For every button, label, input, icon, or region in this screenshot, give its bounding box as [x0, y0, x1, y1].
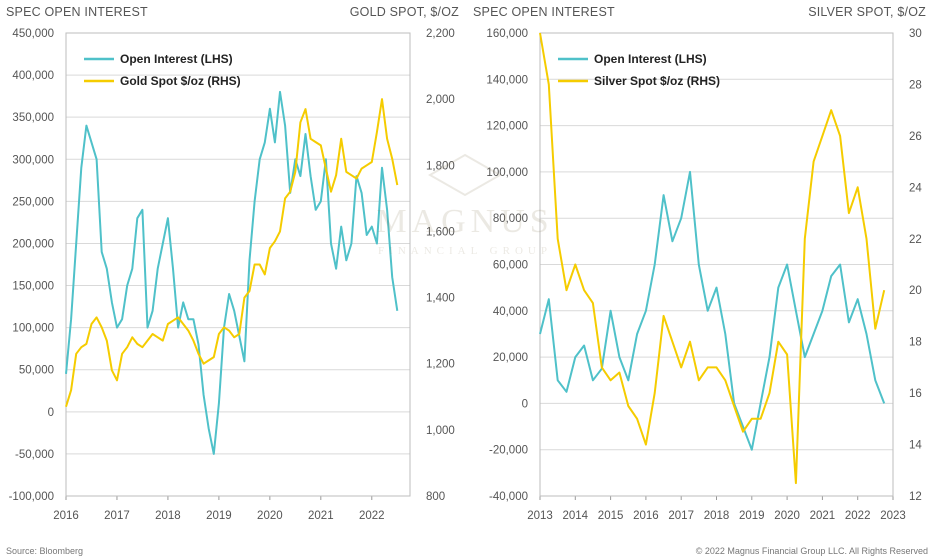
y-tick-label: 0 — [48, 407, 54, 419]
y2-tick-label: 1,200 — [426, 359, 455, 371]
y-tick-label: 250,000 — [12, 196, 54, 208]
right-axis-title: SILVER SPOT, $/OZ — [808, 5, 926, 19]
plot-frame — [65, 32, 411, 497]
x-tick-label: 2016 — [53, 510, 79, 522]
x-tick-label: 2013 — [527, 510, 553, 522]
y2-tick-label: 30 — [909, 28, 922, 40]
y-tick-label: 100,000 — [12, 323, 54, 335]
x-tick-label: 2022 — [845, 510, 871, 522]
y2-tick-label: 14 — [909, 440, 922, 452]
source-note: Source: Bloomberg — [6, 546, 84, 556]
legend-label: Open Interest (LHS) — [120, 52, 233, 66]
y-tick-label: 60,000 — [493, 260, 528, 272]
x-tick-label: 2018 — [704, 510, 730, 522]
y2-tick-label: 22 — [909, 234, 922, 246]
y-tick-label: 300,000 — [12, 154, 54, 166]
x-tick-label: 2018 — [155, 510, 181, 522]
silver-chart-svg: -40,000 -20,000 0 20,000 40,000 60,000 80,000 1… — [486, 28, 922, 522]
y-tick-label: 120,000 — [486, 121, 528, 133]
y2-tick-label: 20 — [909, 285, 922, 297]
y-tick-label: 40,000 — [493, 306, 528, 318]
y2-tick-label: 18 — [909, 337, 922, 349]
y-tick-label: 50,000 — [19, 365, 54, 377]
x-tick-label: 2017 — [668, 510, 694, 522]
left-axis-title: SPEC OPEN INTEREST — [473, 5, 615, 19]
legend-label: Open Interest (LHS) — [594, 52, 707, 66]
x-tick-label: 2017 — [104, 510, 130, 522]
x-tick-label: 2020 — [257, 510, 283, 522]
y-tick-label: 100,000 — [486, 167, 528, 179]
plot-frame — [539, 32, 894, 497]
y2-tick-label: 16 — [909, 388, 922, 400]
copyright-note: © 2022 Magnus Financial Group LLC. All R… — [695, 546, 928, 556]
spot-price-line — [65, 98, 399, 407]
spot-price-line — [539, 32, 886, 485]
x-tick-label: 2015 — [598, 510, 624, 522]
y2-tick-label: 2,000 — [426, 94, 455, 106]
silver-chart: SPEC OPEN INTEREST SILVER SPOT, $/OZ -40… — [467, 0, 934, 536]
y2-tick-label: 26 — [909, 131, 922, 143]
legend-label: Silver Spot $/oz (RHS) — [594, 74, 720, 88]
gold-chart-svg: -100,000 -50,000 0 50,000 100,000 150,000 200,… — [9, 28, 455, 522]
legend-label: Gold Spot $/oz (RHS) — [120, 74, 241, 88]
y-tick-label: 350,000 — [12, 112, 54, 124]
y2-tick-label: 12 — [909, 491, 922, 503]
y-tick-label: -20,000 — [489, 445, 528, 457]
y-tick-label: 20,000 — [493, 352, 528, 364]
y2-tick-label: 24 — [909, 182, 922, 194]
gold-chart: SPEC OPEN INTEREST GOLD SPOT, $/OZ -100,… — [0, 0, 467, 536]
y-tick-label: 140,000 — [486, 74, 528, 86]
y-tick-label: 400,000 — [12, 70, 54, 82]
x-tick-label: 2023 — [880, 510, 906, 522]
x-tick-label: 2014 — [563, 510, 589, 522]
x-tick-label: 2020 — [774, 510, 800, 522]
y-tick-label: 450,000 — [12, 28, 54, 40]
y2-tick-label: 28 — [909, 79, 922, 91]
y2-tick-label: 800 — [426, 491, 445, 503]
x-tick-label: 2021 — [308, 510, 334, 522]
y2-tick-label: 1,400 — [426, 293, 455, 305]
y-tick-label: 80,000 — [493, 213, 528, 225]
y2-tick-label: 2,200 — [426, 28, 455, 40]
y2-tick-label: 1,000 — [426, 425, 455, 437]
x-tick-label: 2021 — [810, 510, 836, 522]
y-tick-label: 200,000 — [12, 238, 54, 250]
open-interest-line — [539, 170, 886, 451]
open-interest-line — [65, 90, 399, 455]
x-tick-label: 2019 — [206, 510, 232, 522]
y-tick-label: 160,000 — [486, 28, 528, 40]
y-tick-label: 150,000 — [12, 281, 54, 293]
y-tick-label: -50,000 — [15, 449, 54, 461]
x-tick-label: 2022 — [359, 510, 385, 522]
y-tick-label: 0 — [522, 398, 528, 410]
left-axis-title: SPEC OPEN INTEREST — [6, 5, 148, 19]
y2-tick-label: 1,800 — [426, 160, 455, 172]
x-tick-label: 2016 — [633, 510, 659, 522]
y2-tick-label: 1,600 — [426, 226, 455, 238]
x-tick-label: 2019 — [739, 510, 765, 522]
y-tick-label: -100,000 — [9, 491, 54, 503]
right-axis-title: GOLD SPOT, $/OZ — [349, 5, 459, 19]
y-tick-label: -40,000 — [489, 491, 528, 503]
